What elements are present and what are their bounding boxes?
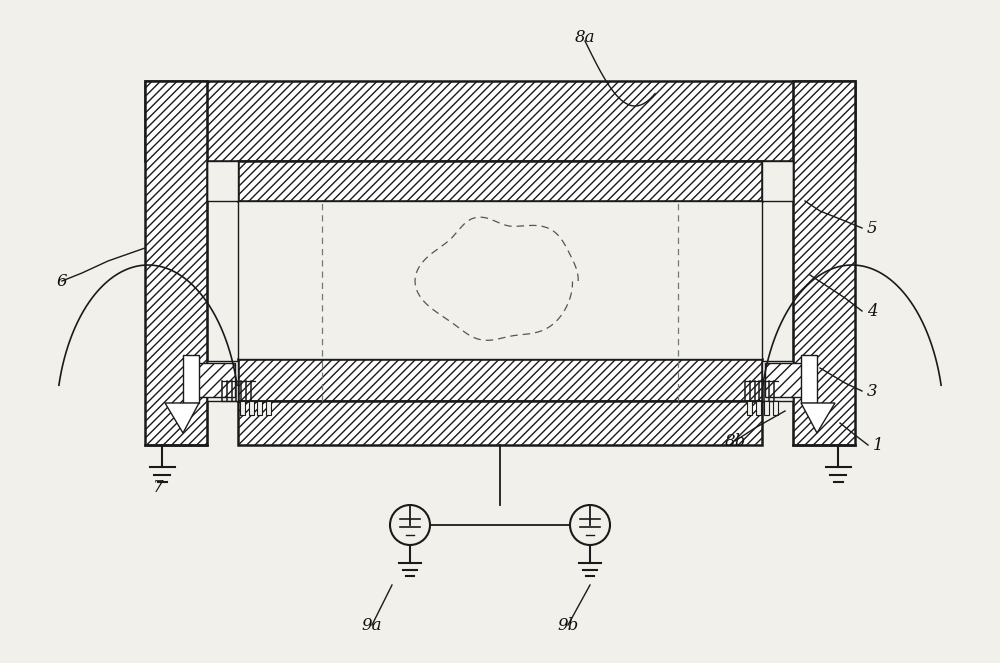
Text: 7: 7 [153, 479, 163, 497]
Text: 9b: 9b [557, 617, 579, 634]
Bar [240, 401, 245, 415]
Text: 8a: 8a [575, 29, 595, 46]
Bar [801, 355, 817, 403]
Bar [207, 361, 238, 401]
Bar [762, 361, 793, 401]
Text: 9a: 9a [362, 617, 382, 634]
Bar [145, 81, 855, 161]
Polygon shape [165, 403, 199, 433]
Bar [248, 401, 254, 415]
Bar [257, 401, 262, 415]
Bar [207, 161, 238, 201]
Bar [765, 363, 803, 397]
Bar [197, 363, 235, 397]
Bar [266, 401, 271, 415]
Bar [238, 401, 762, 445]
Bar [764, 401, 769, 415]
Bar [793, 81, 855, 445]
Circle shape [570, 505, 610, 545]
Bar [238, 161, 762, 201]
Text: 3: 3 [867, 383, 877, 400]
Text: 5: 5 [867, 219, 877, 237]
Bar [145, 81, 207, 445]
Text: 8b: 8b [724, 432, 746, 450]
Text: 4: 4 [867, 302, 877, 320]
Polygon shape [801, 403, 835, 433]
Text: 6: 6 [57, 272, 67, 290]
Bar [756, 401, 761, 415]
Circle shape [390, 505, 430, 545]
Bar [238, 359, 762, 401]
Bar [238, 201, 762, 359]
Bar [747, 401, 752, 415]
Bar [183, 355, 199, 403]
Bar [762, 161, 793, 201]
Bar [772, 401, 778, 415]
Text: 1: 1 [873, 436, 883, 453]
